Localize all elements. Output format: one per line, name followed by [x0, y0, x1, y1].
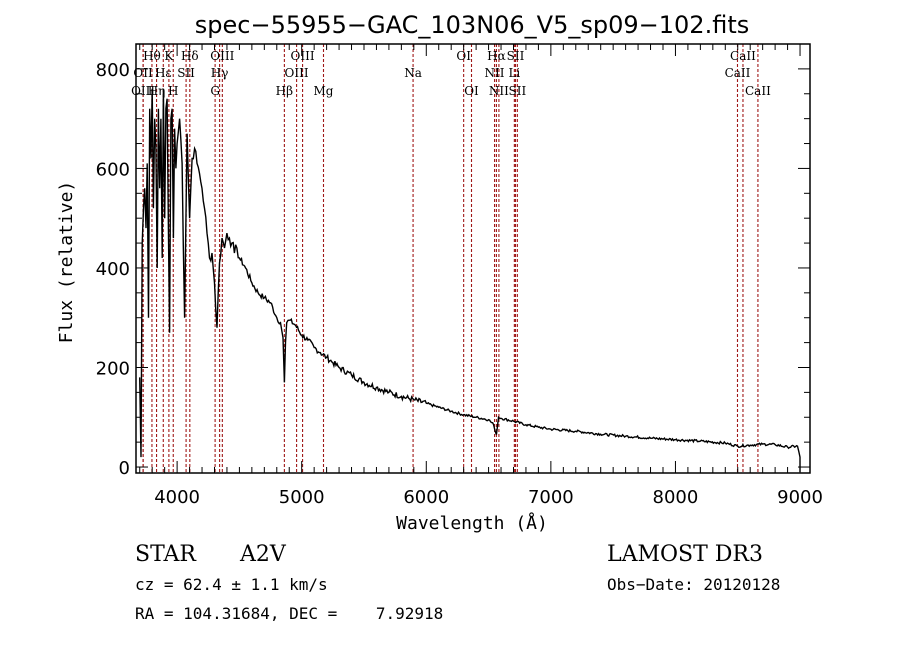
x-tick-label: 5000	[279, 487, 325, 508]
line-marker-label: Hα	[487, 49, 506, 63]
coordinates-text: RA = 104.31684, DEC = 7.92918	[135, 604, 443, 623]
x-tick-label: 9000	[777, 487, 823, 508]
spectrum-line	[139, 88, 801, 472]
line-markers	[142, 44, 759, 473]
line-marker-label: OIII	[291, 49, 315, 63]
y-tick-label: 400	[96, 259, 130, 280]
x-tick-label: 4000	[154, 487, 200, 508]
line-marker-label: Hθ	[143, 49, 161, 63]
line-marker-label: OIII	[131, 84, 155, 98]
line-marker-label: CaII	[745, 84, 771, 98]
line-marker-label: K	[164, 49, 174, 63]
x-axis-label: Wavelength (Å)	[396, 512, 548, 534]
line-marker-label: OI	[464, 84, 479, 98]
y-axis-tick-labels: 0 200 400 600 800	[96, 60, 130, 479]
line-marker-label: Na	[404, 66, 422, 80]
plot-frame	[135, 43, 811, 474]
line-marker-label: Mg	[314, 84, 334, 98]
line-marker-label: Li	[508, 66, 520, 80]
survey-name: LAMOST DR3	[607, 542, 763, 567]
line-marker-label: Hγ	[211, 66, 229, 80]
y-tick-label: 0	[119, 458, 130, 479]
line-marker-label: SII	[507, 49, 525, 63]
y-tick-label: 800	[96, 60, 130, 81]
line-marker-label: OIII	[210, 49, 234, 63]
line-marker-label: SII	[509, 84, 527, 98]
line-marker-label: OII	[133, 66, 153, 80]
y-tick-label: 600	[96, 159, 130, 180]
y-axis-label: Flux (relative)	[56, 181, 77, 344]
y-axis-ticks	[136, 68, 810, 468]
line-marker-label: CaII	[730, 49, 756, 63]
x-axis-tick-labels: 4000 5000 6000 7000 8000 9000	[154, 487, 823, 508]
x-tick-label: 8000	[653, 487, 699, 508]
x-tick-label: 6000	[403, 487, 449, 508]
line-marker-label: NII	[489, 84, 509, 98]
x-tick-label: 7000	[528, 487, 574, 508]
y-tick-label: 200	[96, 358, 130, 379]
obs-date: Obs−Date: 20120128	[607, 575, 780, 594]
chart-title: spec−55955−GAC_103N06_V5_sp09−102.fits	[195, 11, 749, 39]
line-marker-label: Hδ	[181, 49, 199, 63]
x-axis-ticks	[139, 44, 801, 473]
line-marker-label: Hβ	[276, 84, 293, 98]
redshift-text: cz = 62.4 ± 1.1 km/s	[135, 575, 328, 594]
line-marker-label: Hε	[155, 66, 172, 80]
line-marker-label: NII	[485, 66, 505, 80]
object-subclass: A2V	[239, 542, 287, 567]
line-marker-label: SII	[177, 66, 195, 80]
line-marker-label: OIII	[285, 66, 309, 80]
line-labels: OIIOIIIHθHηHεKHSIIHδGHγOIIIHβOIIIOIIIMgN…	[131, 49, 771, 98]
line-marker-label: G	[210, 84, 220, 98]
line-marker-label: H	[168, 84, 178, 98]
line-marker-label: CaII	[725, 66, 751, 80]
line-marker-label: OI	[456, 49, 471, 63]
object-class: STAR	[135, 542, 197, 567]
